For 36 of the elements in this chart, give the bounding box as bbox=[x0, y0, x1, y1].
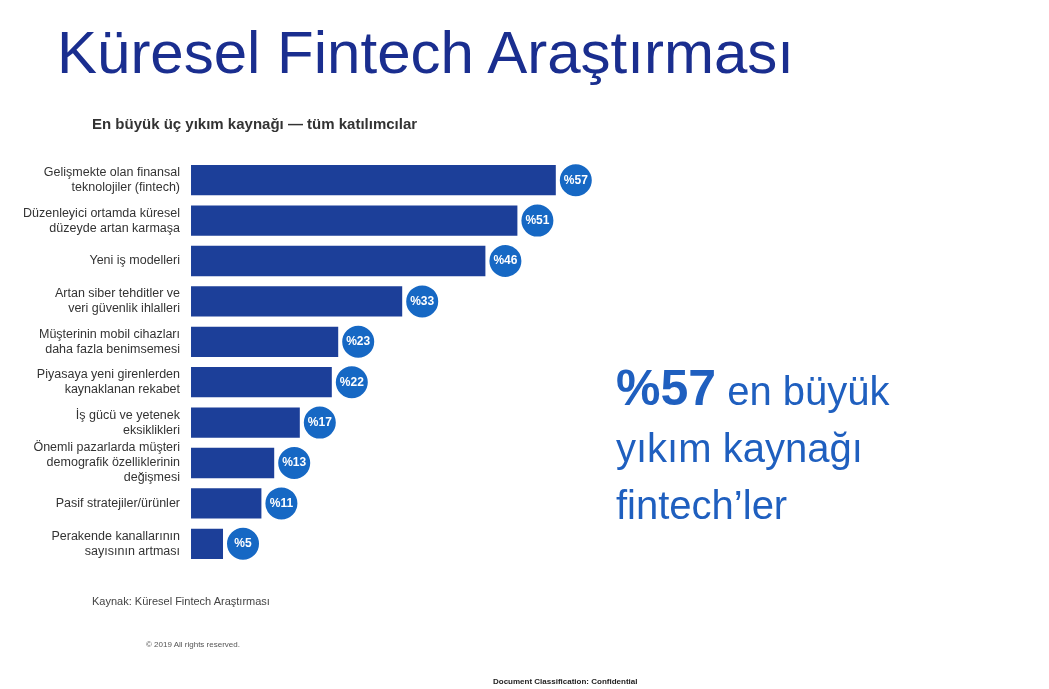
bar bbox=[191, 245, 486, 277]
y-tick-label: Perakende kanallarının sayısının artması bbox=[51, 528, 181, 558]
y-tick-label: Gelişmekte olan finansal teknolojiler (fintech) bbox=[43, 165, 181, 195]
data-label: %5 bbox=[234, 536, 253, 551]
y-tick-label: İş gücü ve yetenek eksiklikleri bbox=[75, 407, 181, 437]
y-tick-label: Artan siber tehditler ve veri güvenlik ihlalleri bbox=[54, 286, 181, 316]
data-label: %33 bbox=[410, 293, 435, 308]
y-tick-label: Müşterinin mobil cihazları daha fazla benimsemesi bbox=[38, 326, 181, 356]
data-label: %13 bbox=[282, 455, 307, 470]
bar bbox=[191, 326, 339, 357]
text: %57 en büyük yıkım kaynağı fintech’ler bbox=[616, 360, 891, 529]
bar bbox=[191, 367, 332, 398]
text: Document Classification: Confidential bbox=[493, 677, 638, 686]
y-tick-label: Yeni iş modelleri bbox=[89, 253, 181, 268]
bar bbox=[191, 488, 262, 519]
data-label: %11 bbox=[269, 495, 294, 510]
bar bbox=[191, 407, 300, 438]
y-tick-label: Düzenleyici ortamda küresel düzeyde artan karmaşa bbox=[23, 205, 181, 235]
y-tick-label: Önemli pazarlarda müşteri demografik özelliklerinin değişmesi bbox=[33, 440, 181, 485]
bar bbox=[191, 286, 403, 317]
bar bbox=[191, 165, 556, 196]
text: Kaynak: Küresel Fintech Araştırması bbox=[92, 595, 270, 607]
data-label: %57 bbox=[563, 172, 589, 187]
data-label: %23 bbox=[346, 334, 371, 349]
data-label: %17 bbox=[307, 414, 333, 429]
chart-subtitle: En büyük üç yıkım kaynağı — tüm katılımcılar bbox=[92, 115, 418, 132]
chart-title: Küresel Fintech Araştırması bbox=[57, 18, 794, 87]
y-tick-label: Pasif stratejiler/ürünler bbox=[55, 495, 181, 510]
data-label: %22 bbox=[339, 374, 365, 389]
bar bbox=[191, 528, 224, 559]
data-label: %46 bbox=[493, 253, 518, 268]
bar bbox=[191, 205, 518, 236]
data-label: %51 bbox=[525, 212, 550, 227]
text: © 2019 All rights reserved. bbox=[146, 640, 240, 649]
y-tick-label: Piyasaya yeni girenlerden kaynaklanan rekabet bbox=[36, 367, 181, 397]
bar bbox=[191, 447, 275, 479]
